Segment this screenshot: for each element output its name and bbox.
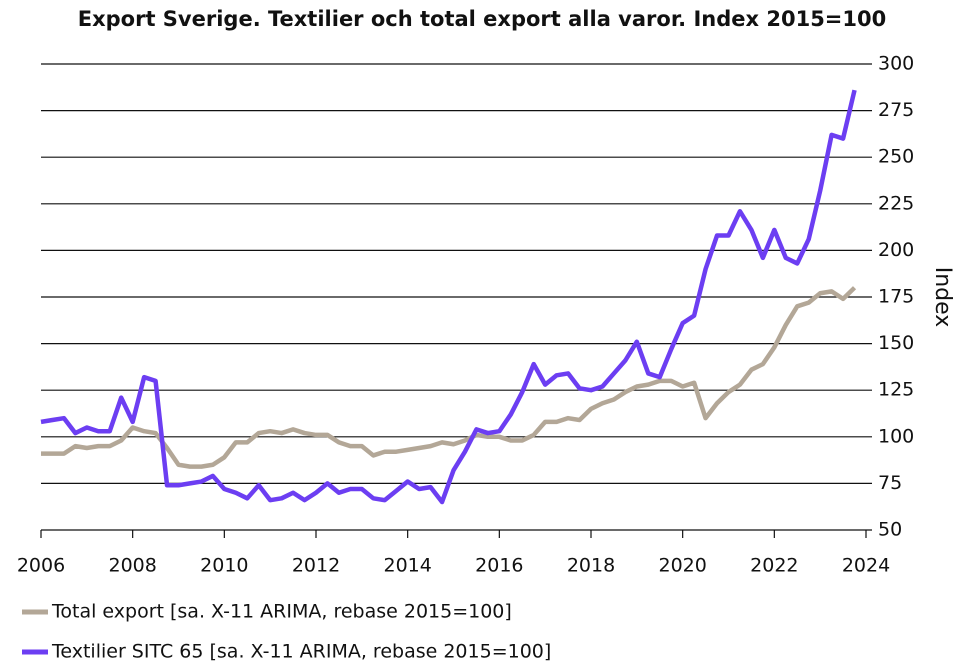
- x-tick-label: 2010: [200, 555, 248, 577]
- x-tick-label: 2006: [17, 555, 65, 577]
- legend-label: Total export [sa. X-11 ARIMA, rebase 201…: [51, 601, 512, 623]
- x-tick-label: 2022: [750, 555, 798, 577]
- x-tick-label: 2012: [292, 555, 340, 577]
- x-tick-label: 2014: [383, 555, 431, 577]
- y-tick-label: 250: [878, 146, 914, 168]
- legend-label: Textilier SITC 65 [sa. X-11 ARIMA, rebas…: [51, 641, 551, 663]
- x-tick-label: 2020: [658, 555, 706, 577]
- y-tick-label: 275: [878, 99, 914, 121]
- x-tick-label: 2018: [567, 555, 615, 577]
- y-tick-label: 75: [878, 472, 902, 494]
- y-tick-label: 50: [878, 519, 902, 541]
- y-tick-label: 300: [878, 53, 914, 75]
- y-tick-label: 200: [878, 239, 914, 261]
- x-tick-label: 2016: [475, 555, 523, 577]
- y-axis-label: Index: [930, 267, 955, 328]
- x-tick-label: 2024: [842, 555, 890, 577]
- x-tick-label: 2008: [108, 555, 156, 577]
- y-tick-label: 150: [878, 332, 914, 354]
- y-tick-label: 175: [878, 286, 914, 308]
- y-tick-label: 225: [878, 192, 914, 214]
- chart-title: Export Sverige. Textilier och total expo…: [78, 7, 887, 31]
- y-tick-label: 100: [878, 425, 914, 447]
- series-line: [40, 89, 857, 505]
- y-tick-label: 125: [878, 379, 914, 401]
- series-line: [41, 286, 857, 469]
